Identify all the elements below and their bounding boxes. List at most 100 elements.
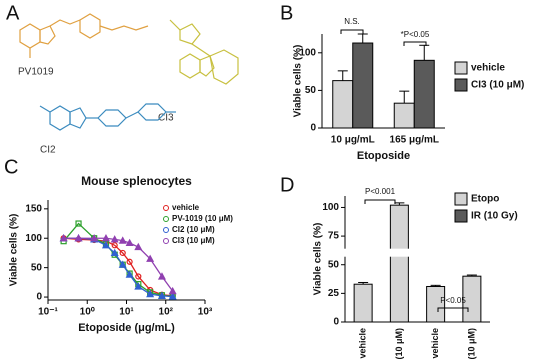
panel-letter: A: [6, 2, 20, 24]
x-tick-label: vehicle: [430, 328, 440, 359]
x-tick-label: CI3 (10 μM): [394, 328, 404, 359]
bar: [462, 275, 482, 323]
point: [157, 272, 166, 280]
x-tick-label: 10⁰: [80, 307, 95, 318]
point: [126, 258, 133, 265]
bracket: [340, 29, 364, 34]
bar: [393, 102, 415, 129]
x-tick-label: CI3 (10 μM): [466, 328, 476, 359]
legend-label: CI3 (10 μM): [471, 80, 524, 91]
point: [119, 249, 126, 257]
panel-letter: C: [4, 156, 18, 178]
x-tick-label: 10³: [198, 307, 213, 318]
y-tick-label: 100: [299, 47, 316, 58]
point: [118, 260, 127, 268]
point: [75, 220, 82, 227]
annotation: P<0.05: [440, 296, 466, 305]
compound-label: CI2: [40, 145, 56, 156]
structure-pv1019: [19, 13, 149, 58]
x-tick-label: 165 μg/mL: [390, 135, 439, 146]
point: [101, 241, 110, 249]
legend-swatch: [454, 209, 468, 223]
legend-swatch: [454, 192, 468, 206]
structure-ci2: [39, 103, 176, 131]
bar: [389, 204, 409, 323]
point: [74, 233, 83, 242]
point: [134, 282, 143, 290]
bar: [352, 42, 374, 129]
y-axis-label: Viable cells (%): [293, 45, 304, 118]
legend-marker: [163, 216, 169, 222]
y-tick-label: 0: [310, 123, 316, 134]
legend-label: Etopo: [471, 194, 499, 205]
x-tick-label: 10 μg/mL: [331, 135, 375, 146]
bracket: [403, 41, 427, 46]
bar: [332, 80, 354, 129]
point: [59, 233, 68, 242]
point: [168, 292, 177, 300]
point: [118, 236, 127, 244]
legend-marker: [163, 238, 169, 244]
point: [157, 291, 166, 299]
point: [101, 233, 110, 242]
point: [90, 233, 99, 242]
point: [146, 254, 155, 262]
legend-marker: [163, 205, 169, 211]
legend-label: IR (10 Gy): [471, 211, 518, 222]
x-axis-label: Etoposide (μg/mL): [78, 322, 175, 334]
point: [125, 238, 134, 247]
x-tick-label: 10²: [159, 307, 174, 318]
fit-line: [63, 237, 174, 292]
x-tick-label: 10¹: [119, 307, 134, 318]
annotation: N.S.: [344, 17, 360, 26]
legend-label: CI3 (10 μM): [172, 236, 215, 245]
bracket: [437, 307, 469, 312]
fit-line: [63, 237, 173, 297]
annotation: P<0.001: [365, 187, 396, 196]
x-tick-label: vehicle: [358, 328, 368, 359]
point: [111, 242, 118, 249]
point: [110, 248, 119, 257]
legend-label: PV-1019 (10 μM): [172, 214, 233, 223]
y-tick-label: 0: [333, 317, 339, 328]
y-tick-label: 100: [322, 202, 339, 213]
panel-letter: D: [280, 174, 294, 196]
y-tick-label: 0: [36, 292, 42, 303]
chart-title: Mouse splenocytes: [81, 174, 192, 188]
annotation: *P<0.05: [401, 30, 430, 39]
y-tick-label: 50: [305, 85, 317, 96]
y-tick-label: 25: [328, 288, 340, 299]
point: [110, 235, 119, 243]
y-tick-label: 150: [25, 203, 42, 214]
structure-ci3: [169, 19, 239, 85]
point: [168, 286, 177, 295]
y-axis-label: Viable cells (%): [9, 214, 20, 287]
compound-label: CI3: [158, 113, 174, 124]
point: [146, 289, 155, 298]
bracket: [364, 199, 396, 204]
y-tick-label: 100: [25, 233, 42, 244]
fit-line: [63, 222, 173, 298]
x-axis-label: Etoposide: [357, 150, 410, 162]
legend-marker: [163, 227, 169, 233]
point: [134, 242, 143, 251]
legend-swatch: [454, 61, 468, 75]
bar: [426, 285, 446, 323]
y-tick-label: 50: [328, 259, 340, 270]
compound-label: PV1019: [18, 67, 54, 78]
point: [125, 270, 134, 278]
legend-label: CI2 (10 μM): [172, 225, 215, 234]
point: [135, 273, 142, 280]
x-tick-label: 10⁻¹: [38, 307, 58, 318]
bar: [353, 283, 373, 323]
legend-label: vehicle: [471, 63, 505, 74]
y-axis-label: Viable cells (%): [313, 223, 324, 296]
y-tick-label: 75: [328, 231, 340, 242]
legend-label: vehicle: [172, 203, 200, 212]
axis-break: [339, 248, 490, 257]
bar: [413, 59, 435, 129]
y-tick-label: 50: [31, 262, 43, 273]
legend-swatch: [454, 78, 468, 92]
panel-letter: B: [280, 2, 293, 24]
